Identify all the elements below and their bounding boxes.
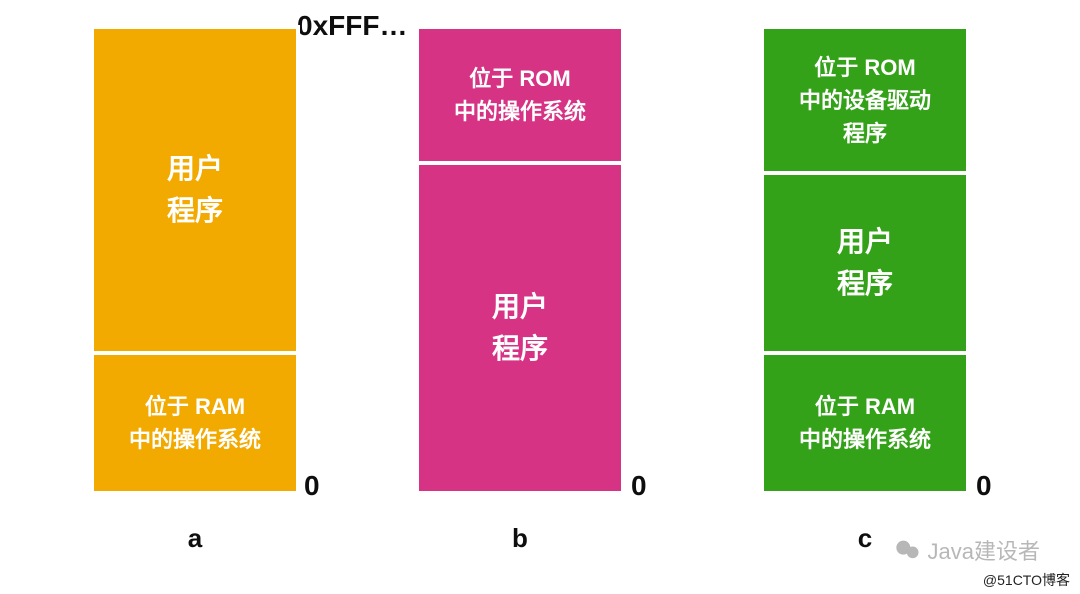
col-a-box-1-line-1: 中的操作系统 xyxy=(129,423,261,456)
col-c-box-1-line-1: 程序 xyxy=(837,263,893,305)
top-address-label: 0xFFF… xyxy=(297,10,407,42)
column-b-label: b xyxy=(415,523,625,554)
col-a-box-1-line-0: 位于 RAM xyxy=(145,390,245,423)
column-a: 用户 程序 位于 RAM 中的操作系统 a xyxy=(90,25,300,554)
col-a-box-0: 用户 程序 xyxy=(90,25,300,355)
diagram-canvas: 0xFFF… 用户 程序 位于 RAM 中的操作系统 a 位于 ROM 中的操作… xyxy=(0,0,1080,594)
col-b-box-0-line-0: 位于 ROM xyxy=(469,62,570,95)
col-c-box-2-line-0: 位于 RAM xyxy=(815,390,915,423)
watermark-text: Java建设者 xyxy=(928,534,1040,566)
col-c-box-1: 用户 程序 xyxy=(760,175,970,355)
zero-label-c: 0 xyxy=(976,470,992,502)
zero-label-b: 0 xyxy=(631,470,647,502)
col-c-box-0-line-0: 位于 ROM xyxy=(814,51,915,84)
column-b: 位于 ROM 中的操作系统 用户 程序 b xyxy=(415,25,625,554)
col-c-box-0-line-1: 中的设备驱动 xyxy=(799,84,931,117)
col-a-box-0-line-1: 程序 xyxy=(167,190,223,232)
column-a-label: a xyxy=(90,523,300,554)
col-a-box-0-line-0: 用户 xyxy=(167,148,223,190)
col-c-box-0-line-2: 程序 xyxy=(843,117,887,150)
credit-text: @51CTO博客 xyxy=(983,570,1070,590)
col-b-box-1-line-0: 用户 xyxy=(492,286,548,328)
zero-label-a: 0 xyxy=(304,470,320,502)
col-b-box-0: 位于 ROM 中的操作系统 xyxy=(415,25,625,165)
col-b-box-1-line-1: 程序 xyxy=(492,328,548,370)
col-c-box-1-line-0: 用户 xyxy=(837,221,893,263)
col-b-box-1: 用户 程序 xyxy=(415,165,625,495)
col-c-box-2-line-1: 中的操作系统 xyxy=(799,423,931,456)
col-b-box-0-line-1: 中的操作系统 xyxy=(454,95,586,128)
col-c-box-0: 位于 ROM 中的设备驱动 程序 xyxy=(760,25,970,175)
wechat-icon xyxy=(894,536,922,564)
watermark: Java建设者 xyxy=(894,534,1040,566)
col-a-box-1: 位于 RAM 中的操作系统 xyxy=(90,355,300,495)
col-c-box-2: 位于 RAM 中的操作系统 xyxy=(760,355,970,495)
column-c: 位于 ROM 中的设备驱动 程序 用户 程序 位于 RAM 中的操作系统 c xyxy=(760,25,970,554)
